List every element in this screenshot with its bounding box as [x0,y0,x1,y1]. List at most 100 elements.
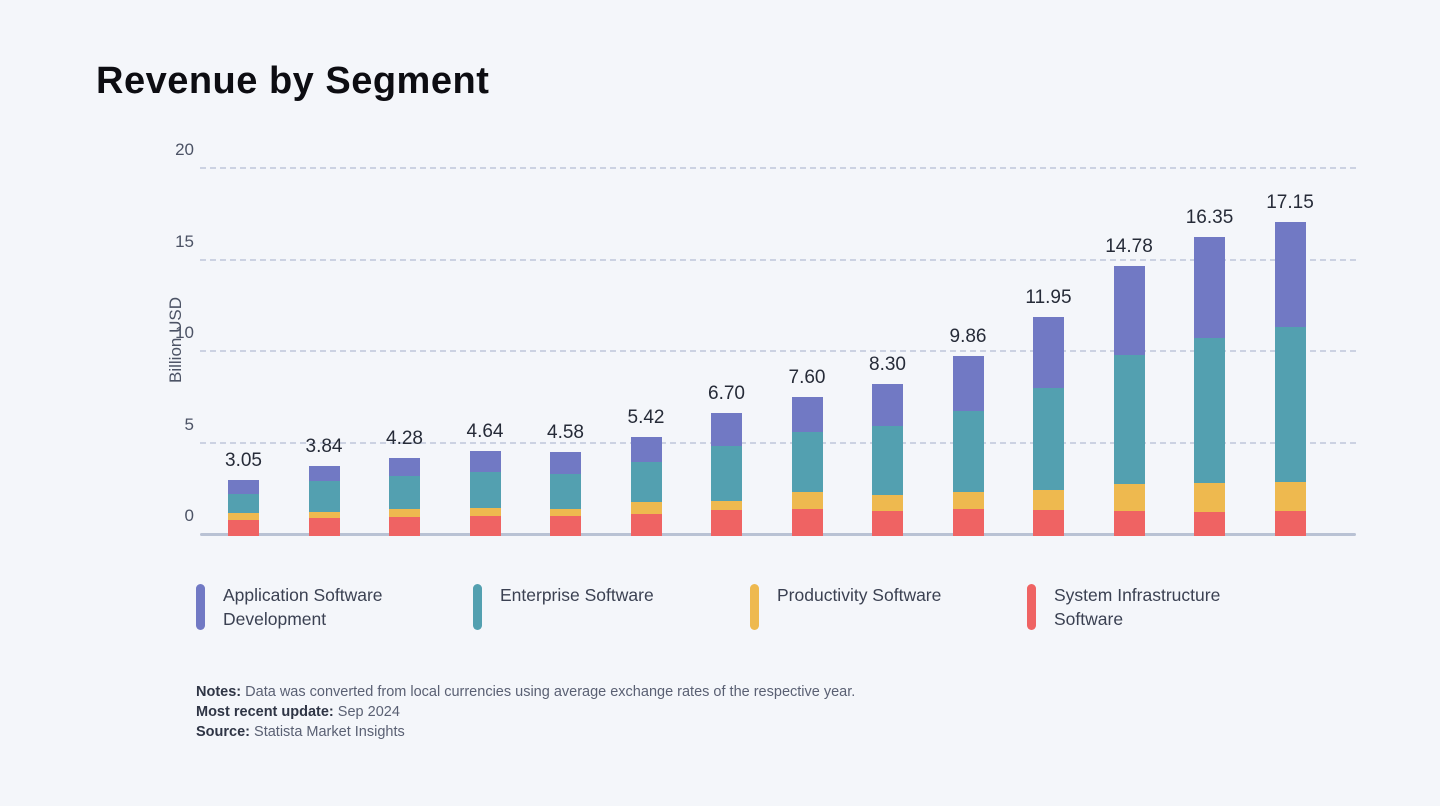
bar-stack[interactable] [469,451,501,536]
bar-segment[interactable] [791,432,823,492]
bar-segment[interactable] [711,510,742,536]
bar-segment[interactable] [1113,511,1145,536]
update-text: Sep 2024 [337,704,400,720]
bar-value-label: 14.78 [1105,235,1153,257]
bar-segment[interactable] [1274,327,1306,483]
legend-color-swatch [750,584,759,630]
bar-stack[interactable] [711,413,742,536]
bar-segment[interactable] [1113,265,1145,356]
bar-segment[interactable] [1194,236,1225,339]
bar-segment[interactable] [952,509,984,536]
bar-segment[interactable] [228,513,259,521]
bar-value-label: 6.70 [708,383,745,405]
bar-segment[interactable] [872,426,903,495]
bar-value-label: 5.42 [627,406,665,428]
update-label: Most recent update: [196,704,334,720]
bar-segment[interactable] [791,396,823,433]
bar-stack[interactable] [228,480,259,536]
bar-stack[interactable] [791,396,823,536]
bar-segment[interactable] [469,515,501,536]
bar-stack[interactable] [1274,222,1306,536]
bar-segment[interactable] [469,451,501,472]
bar-segment[interactable] [1113,484,1145,512]
legend-item-3[interactable]: System Infrastructure Software [1027,583,1304,631]
bar-segment[interactable] [952,355,984,411]
bar-segment[interactable] [1033,317,1064,388]
bar-segment[interactable] [952,410,984,493]
bar-series-container: 3.05 3.84 4.28 4.64 4.58 5.42 6.70 7.60 8.30 9.86… [200,150,1356,536]
notes-line: Notes: Data was converted from local cur… [196,682,855,702]
bar-segment[interactable] [228,493,259,514]
bar-segment[interactable] [1274,482,1306,512]
bar-segment[interactable] [469,508,501,516]
bar-segment[interactable] [872,384,903,427]
bar-stack[interactable] [389,457,420,536]
bar-segment[interactable] [550,474,581,509]
legend-color-swatch [196,584,205,630]
plot-area: Billion USD 0 5 10 15 20 3.05 3.84 4.28 4.64 4.5… [96,140,1356,550]
bar-segment[interactable] [389,457,420,476]
bar-segment[interactable] [308,465,340,482]
bar-segment[interactable] [630,513,662,536]
bar-segment[interactable] [389,516,420,536]
bar-segment[interactable] [550,515,581,536]
bar-segment[interactable] [469,471,501,509]
bar-segment[interactable] [791,491,823,509]
bar-stack[interactable] [1033,317,1064,536]
gridlines [200,150,1356,536]
bar-segment[interactable] [1274,222,1306,328]
update-line: Most recent update: Sep 2024 [196,702,855,722]
legend-item-2[interactable]: Productivity Software [750,583,1027,631]
bar-stack[interactable] [308,465,340,536]
bar-segment[interactable] [791,508,823,536]
bar-segment[interactable] [550,452,581,475]
legend-item-1[interactable]: Enterprise Software [473,583,750,631]
bar-segment[interactable] [1274,511,1306,536]
bar-segment[interactable] [308,512,340,519]
bar-segment[interactable] [952,492,984,510]
bar-stack[interactable] [952,355,984,536]
bar-segment[interactable] [1113,355,1145,485]
bar-segment[interactable] [1033,387,1064,490]
legend-label: System Infrastructure Software [1054,585,1221,629]
bar-segment[interactable] [308,518,340,536]
y-axis-tick: 10 [175,323,194,342]
bar-stack[interactable] [630,436,662,536]
bar-segment[interactable] [389,476,420,509]
bar-segment[interactable] [1194,482,1225,512]
bar-value-label: 3.05 [225,450,262,472]
bar-segment[interactable] [1033,510,1064,536]
bar-segment[interactable] [389,508,420,517]
bar-value-label: 17.15 [1266,192,1314,214]
bar-segment[interactable] [1194,511,1225,536]
bar-segment[interactable] [872,494,903,511]
bar-stack[interactable] [872,384,903,536]
bar-value-label: 3.84 [305,435,343,457]
legend-item-0[interactable]: Application Software Development [196,583,473,631]
bar-segment[interactable] [228,520,259,536]
gridline [200,441,1356,444]
bar-segment[interactable] [630,436,662,463]
bar-segment[interactable] [630,462,662,503]
gridline [200,350,1356,352]
bar-stack[interactable] [1113,265,1145,536]
bar-segment[interactable] [872,510,903,536]
bar-stack[interactable] [1194,236,1225,536]
bar-segment[interactable] [711,500,742,511]
bar-segment[interactable] [550,508,581,516]
bar-segment[interactable] [228,480,259,494]
bar-segment[interactable] [711,445,742,501]
legend-label: Enterprise Software [500,585,654,605]
source-text: Statista Market Insights [254,724,405,740]
bar-segment[interactable] [711,413,742,446]
chart-footnotes: Notes: Data was converted from local cur… [196,682,855,742]
bar-segment[interactable] [1033,489,1064,511]
bar-segment[interactable] [308,481,340,513]
legend-label: Productivity Software [777,585,942,605]
bar-segment[interactable] [630,502,662,514]
bar-value-label: 9.86 [949,325,987,347]
bar-stack[interactable] [550,452,581,536]
bar-value-label: 7.60 [788,366,826,388]
chart-title: Revenue by Segment [96,60,490,102]
bar-segment[interactable] [1194,338,1225,483]
